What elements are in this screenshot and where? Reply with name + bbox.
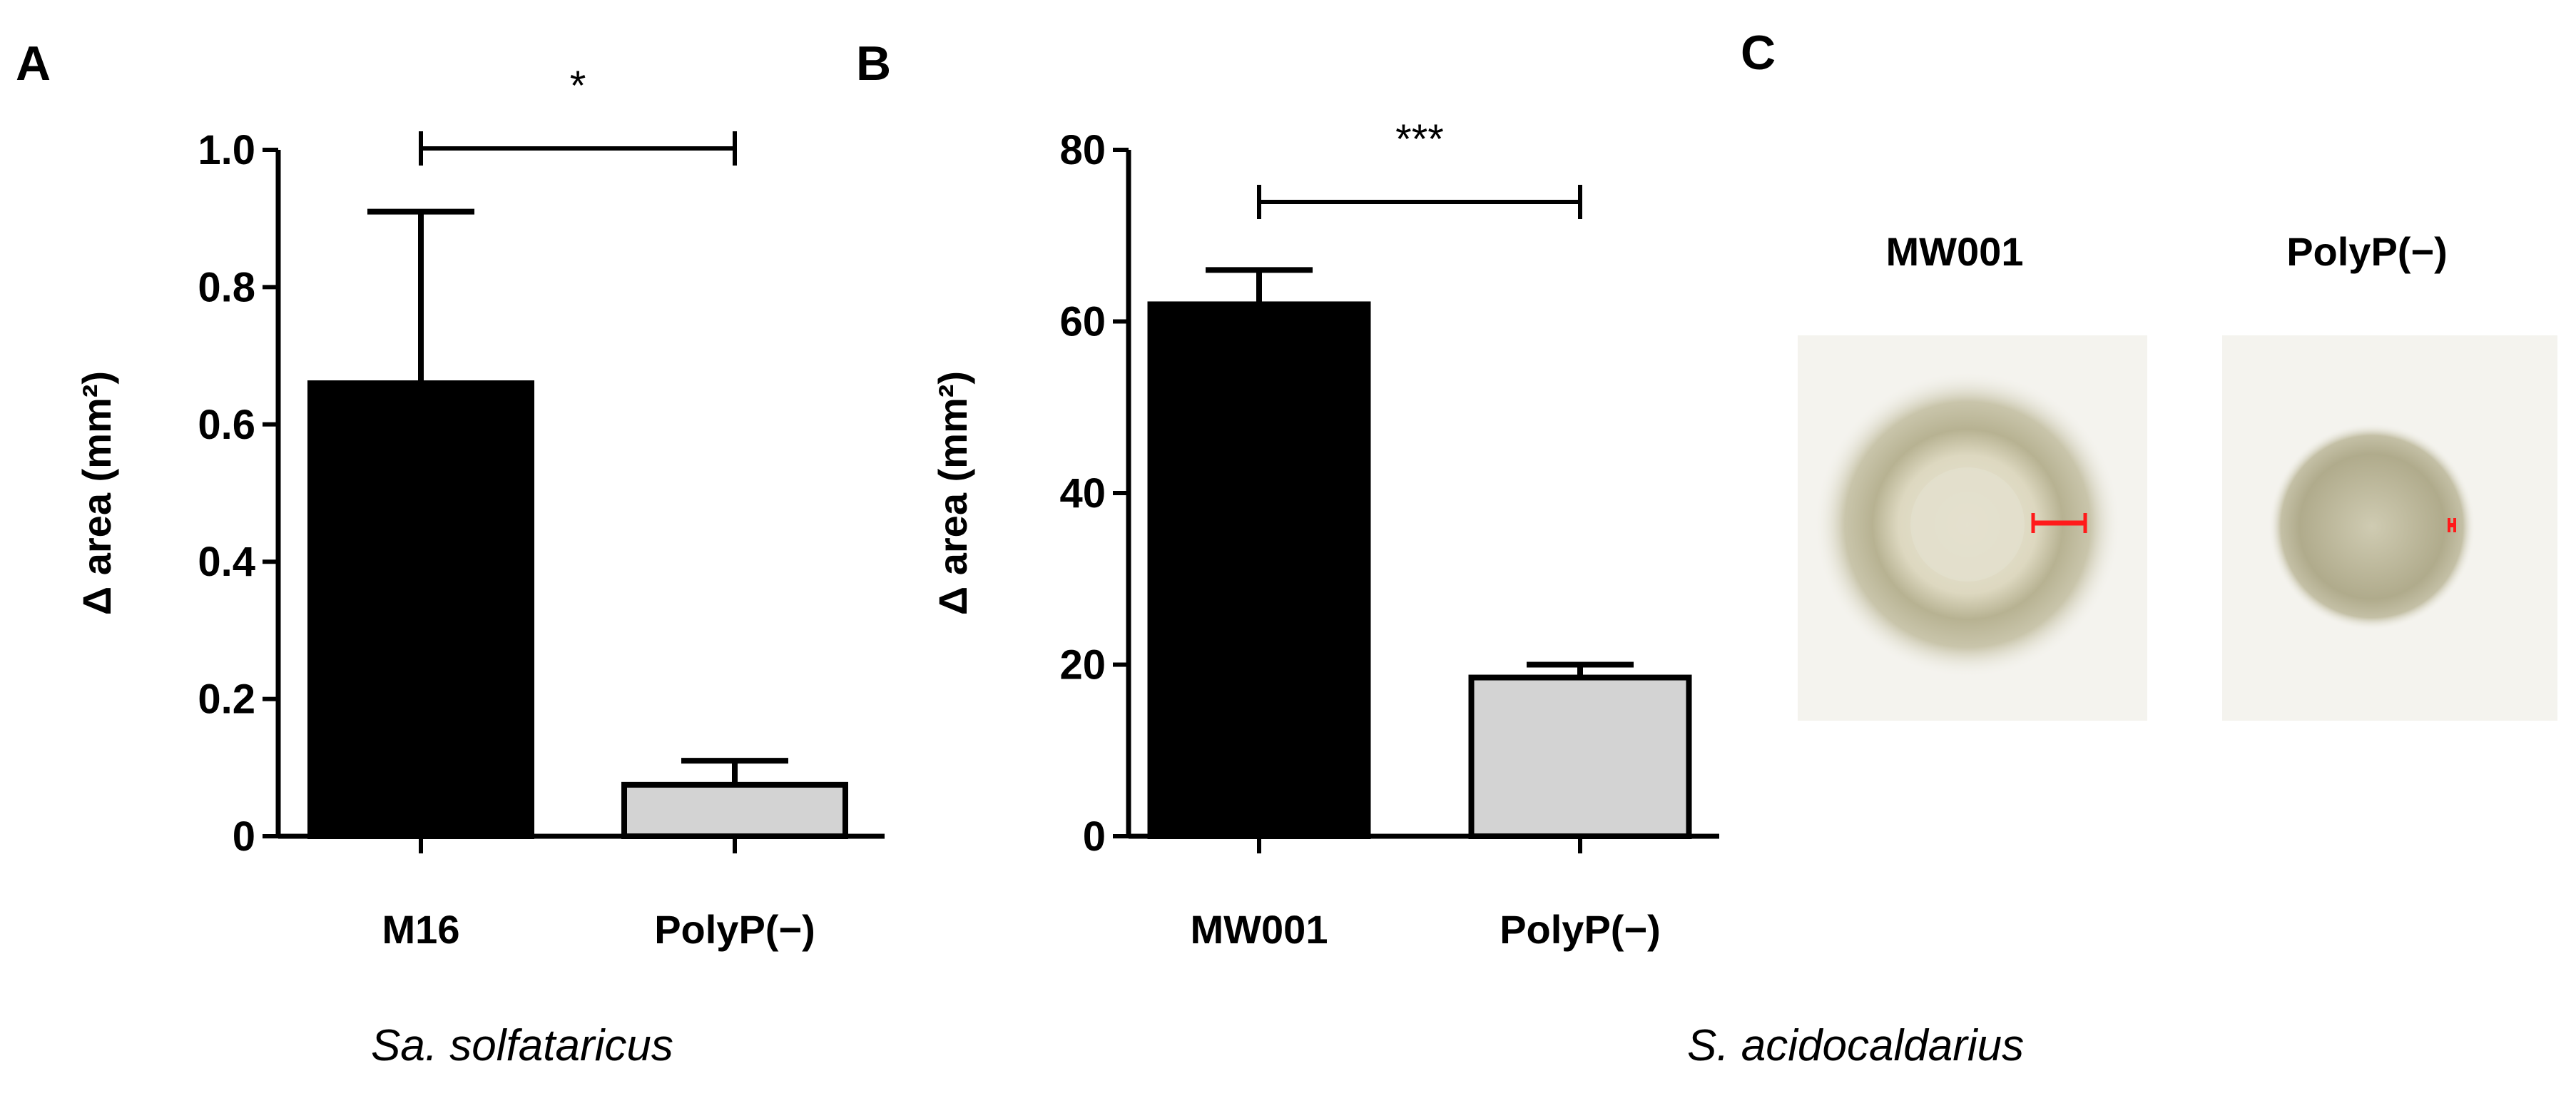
chart-a-ytick-label-1: 0.2 <box>198 676 255 723</box>
chart-a-bar-1 <box>621 781 848 839</box>
halo-polyp <box>2269 423 2475 630</box>
chart-b-ytick-label-2: 40 <box>1059 470 1106 517</box>
organism-label-a: Sa. solfataricus <box>371 1021 673 1070</box>
panel-c-letter: C <box>1741 26 1776 80</box>
plate-image-polyp <box>2222 335 2557 721</box>
chart-a-ytick-label-5: 1.0 <box>198 127 255 173</box>
image-label-polyp: PolyP(−) <box>2286 229 2448 274</box>
chart-b-ytick-label-4: 80 <box>1059 127 1106 173</box>
plate-image-mw001 <box>1798 335 2147 721</box>
chart-b-bar-0 <box>1147 301 1371 839</box>
chart-b-ytick-label-1: 20 <box>1059 642 1106 689</box>
chart-a-sig-stars: * <box>570 63 586 109</box>
chart-b-ylabel: Δ area (mm²) <box>930 371 975 615</box>
halo-mw001 <box>1814 371 2121 678</box>
panel-a-letter: A <box>16 36 51 91</box>
chart-b-bar-1 <box>1468 674 1692 839</box>
chart-a-bar-0 <box>307 380 534 839</box>
image-label-mw001: MW001 <box>1885 229 2024 274</box>
chart-b-xtick-label-0: MW001 <box>1191 907 1328 952</box>
chart-b-ytick-label-3: 60 <box>1059 299 1106 345</box>
chart-a-ytick-label-3: 0.6 <box>198 402 255 448</box>
chart-a-xtick-label-1: PolyP(−) <box>654 907 815 952</box>
chart-a-ytick-label-2: 0.4 <box>198 539 255 585</box>
chart-b-sig-stars: *** <box>1395 116 1444 163</box>
chart-a-ytick-label-0: 0 <box>233 813 255 860</box>
organism-label-b: S. acidocaldarius <box>1687 1021 2025 1070</box>
panel-b-letter: B <box>856 36 892 91</box>
chart-a-ytick-label-4: 0.8 <box>198 264 255 310</box>
chart-b-ytick-label-0: 0 <box>1083 813 1106 860</box>
chart-a-ylabel: Δ area (mm²) <box>74 371 119 615</box>
chart-a-xtick-label-0: M16 <box>382 907 460 952</box>
chart-b-xtick-label-1: PolyP(−) <box>1500 907 1661 952</box>
